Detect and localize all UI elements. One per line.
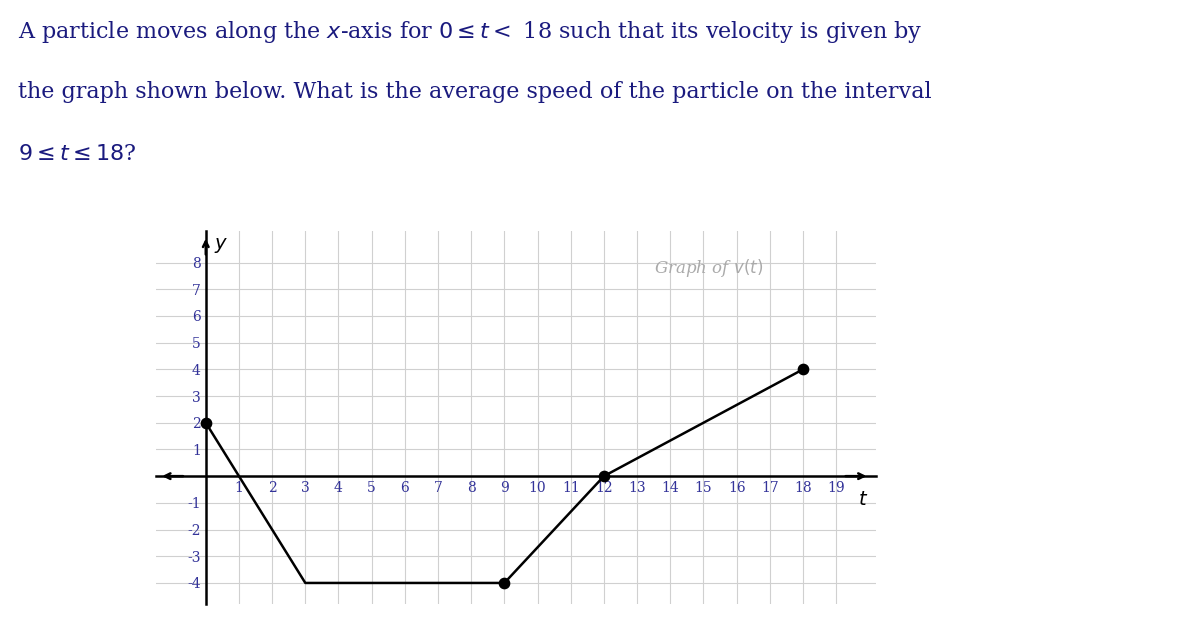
Text: $t$: $t$ [858, 491, 868, 509]
Point [594, 471, 613, 481]
Point [494, 578, 514, 588]
Text: the graph shown below. What is the average speed of the particle on the interval: the graph shown below. What is the avera… [18, 81, 931, 103]
Text: $9 \leq t \leq 18$?: $9 \leq t \leq 18$? [18, 143, 137, 165]
Point [196, 418, 215, 428]
Text: $y$: $y$ [214, 236, 228, 255]
Point [793, 364, 812, 374]
Text: A particle moves along the $x$-axis for $0 \leq t < $ 18 such that its velocity : A particle moves along the $x$-axis for … [18, 19, 923, 45]
Text: Graph of $v(t)$: Graph of $v(t)$ [654, 257, 763, 279]
